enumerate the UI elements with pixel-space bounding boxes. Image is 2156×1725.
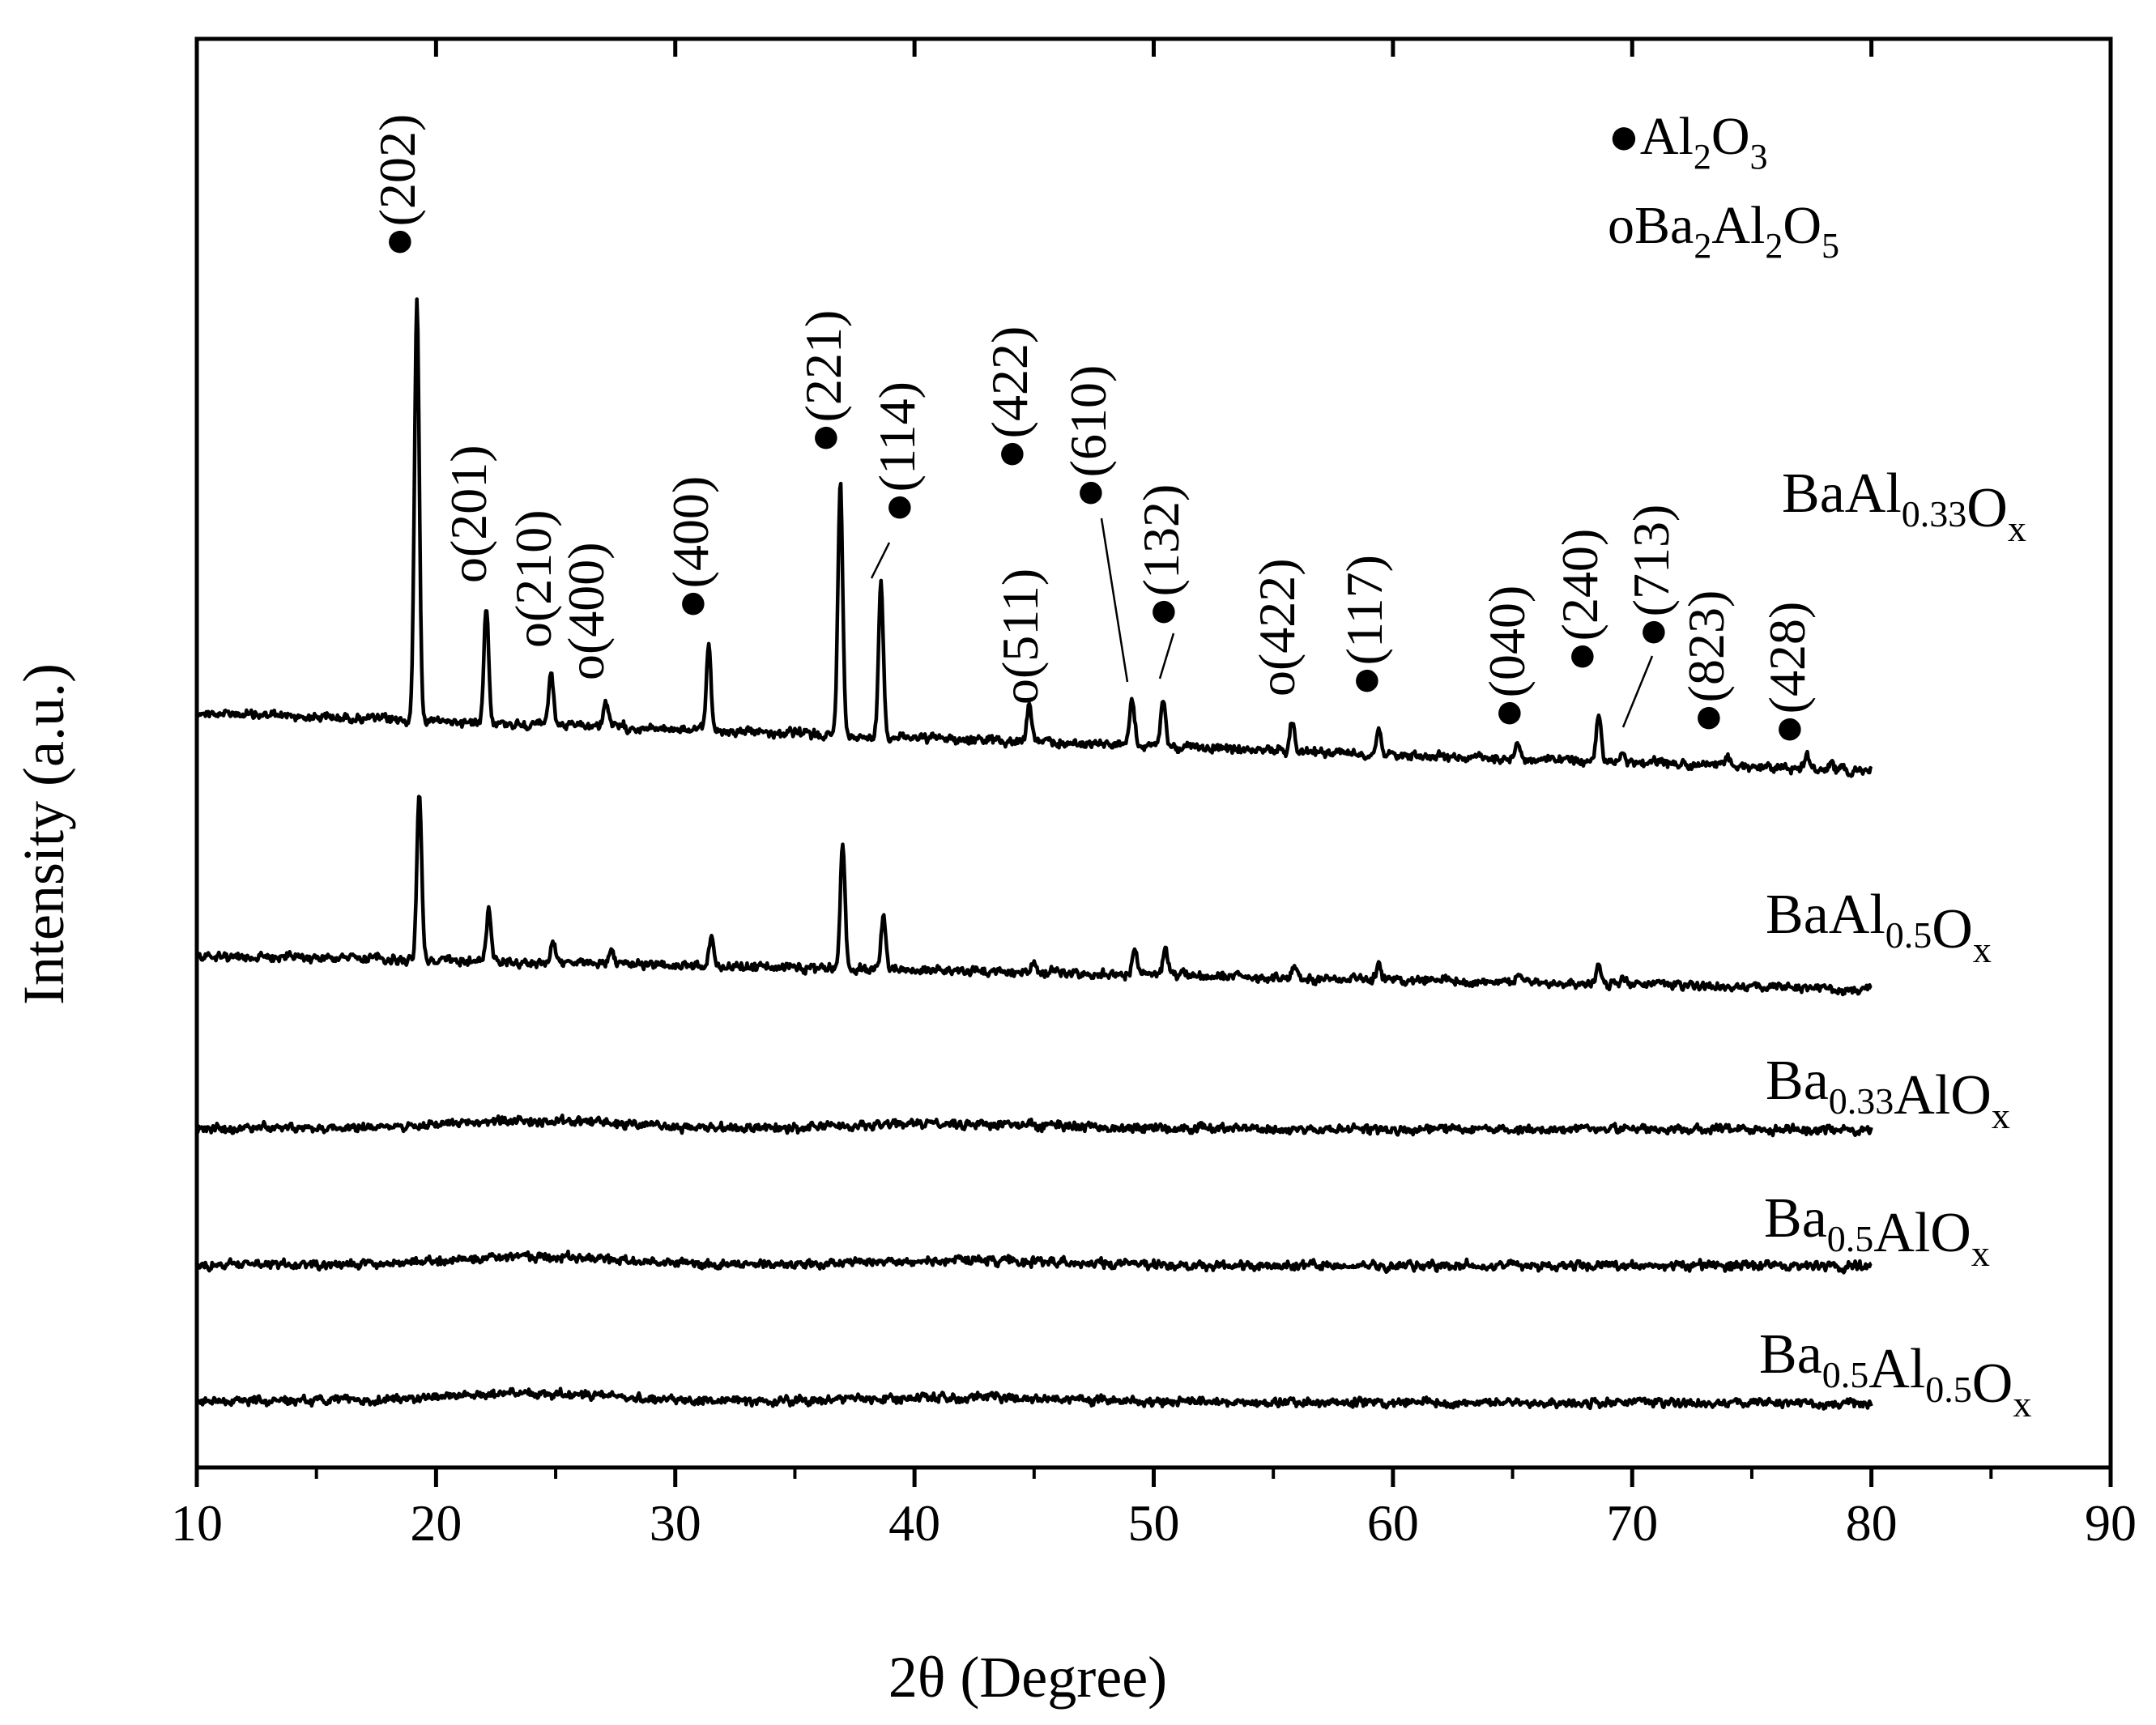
series-3: Ba0.33AlOx — [194, 1050, 2010, 1138]
peak-annotation: o(422) — [1248, 558, 1306, 696]
x-tick-label: 50 — [1128, 1494, 1180, 1552]
peak-annotation: ●(823) — [1677, 590, 1735, 734]
annotation-leader — [1100, 518, 1129, 683]
peak-annotation: o(511) — [991, 569, 1049, 705]
peak-annotation: ●(040) — [1478, 586, 1536, 729]
series-2: BaAl0.5Ox — [194, 794, 1992, 997]
series-label: Ba0.5AlOx — [1764, 1187, 1990, 1274]
peak-annotation: ●(117) — [1336, 555, 1393, 696]
series-line — [195, 1386, 1873, 1411]
peak-annotation: o(400) — [557, 542, 615, 680]
annotation-leader — [1158, 632, 1175, 679]
peak-annotation: ●(610) — [1059, 365, 1117, 509]
x-tick-label: 30 — [650, 1494, 701, 1552]
series-label: Ba0.33AlOx — [1766, 1050, 2010, 1136]
series-label: Ba0.5Al0.5Ox — [1759, 1323, 2031, 1425]
x-tick-label: 90 — [2085, 1494, 2137, 1552]
peak-annotations: ●(202) o(201) o(210)o(400) ●(400) ●(221) ●(11… — [369, 114, 1816, 745]
legend-entry: ●Al2O3 — [1608, 107, 1768, 177]
peak-annotation: ●(422) — [981, 326, 1038, 470]
peak-annotation: ●(132) — [1132, 484, 1190, 628]
x-tick-label: 10 — [171, 1494, 223, 1552]
legend-entry: oBa2Al2O5 — [1608, 196, 1839, 266]
axes: 10 20 30 40 50 60 70 80 90 — [171, 39, 2137, 1552]
x-tick-label: 20 — [410, 1494, 462, 1552]
legend: ●Al2O3 oBa2Al2O5 — [1608, 107, 1839, 266]
x-tick-label: 70 — [1606, 1494, 1658, 1552]
series-group: BaAl0.33Ox BaAl0.5Ox Ba0.33AlOx Ba0.5AlOx Ba… — [194, 297, 2031, 1425]
series-5: Ba0.5Al0.5Ox — [195, 1323, 2031, 1425]
series-line — [194, 297, 1873, 778]
series-line — [195, 1249, 1873, 1275]
peak-annotation: ●(240) — [1551, 529, 1608, 672]
peak-annotation: ●(713) — [1622, 505, 1680, 648]
annotation-leader — [870, 542, 891, 579]
peak-annotation: ●(428) — [1758, 602, 1816, 745]
y-axis-title: Intensity (a.u.) — [11, 663, 76, 1005]
peak-annotation: ●(202) — [369, 114, 426, 258]
peak-annotation: o(201) — [440, 445, 497, 583]
x-tick-label: 40 — [888, 1494, 940, 1552]
x-axis-title: 2θ (Degree) — [888, 1645, 1167, 1710]
peak-annotation: ●(400) — [662, 476, 719, 620]
series-line — [194, 794, 1873, 997]
peak-annotation: ●(114) — [868, 381, 926, 523]
x-tick-label: 60 — [1367, 1494, 1419, 1552]
series-4: Ba0.5AlOx — [195, 1187, 1990, 1275]
peak-annotation: ●(221) — [795, 310, 852, 454]
series-label: BaAl0.5Ox — [1766, 884, 1992, 970]
series-label: BaAl0.33Ox — [1782, 462, 2026, 549]
x-tick-label: 80 — [1846, 1494, 1898, 1552]
peak-annotation: o(210) — [505, 509, 562, 648]
annotation-leader — [1621, 655, 1654, 728]
series-line — [194, 1113, 1873, 1138]
series-1: BaAl0.33Ox — [194, 297, 2026, 778]
